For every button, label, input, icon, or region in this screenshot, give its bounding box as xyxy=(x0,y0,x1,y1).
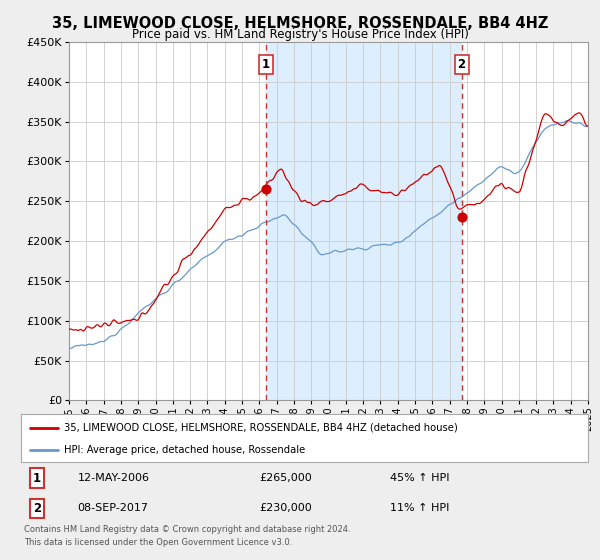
Text: 35, LIMEWOOD CLOSE, HELMSHORE, ROSSENDALE, BB4 4HZ: 35, LIMEWOOD CLOSE, HELMSHORE, ROSSENDAL… xyxy=(52,16,548,31)
Text: 1: 1 xyxy=(262,58,270,71)
Point xyxy=(457,213,466,222)
Text: 08-SEP-2017: 08-SEP-2017 xyxy=(78,503,149,514)
Text: 1: 1 xyxy=(33,472,41,485)
Text: £230,000: £230,000 xyxy=(259,503,312,514)
Bar xyxy=(266,42,461,400)
Text: Price paid vs. HM Land Registry's House Price Index (HPI): Price paid vs. HM Land Registry's House … xyxy=(131,28,469,41)
Text: Contains HM Land Registry data © Crown copyright and database right 2024.: Contains HM Land Registry data © Crown c… xyxy=(24,525,350,534)
Bar xyxy=(588,42,600,400)
Text: 35, LIMEWOOD CLOSE, HELMSHORE, ROSSENDALE, BB4 4HZ (detached house): 35, LIMEWOOD CLOSE, HELMSHORE, ROSSENDAL… xyxy=(64,423,457,433)
Text: 45% ↑ HPI: 45% ↑ HPI xyxy=(389,473,449,483)
Text: 11% ↑ HPI: 11% ↑ HPI xyxy=(389,503,449,514)
Point xyxy=(261,185,271,194)
Text: 2: 2 xyxy=(33,502,41,515)
Text: HPI: Average price, detached house, Rossendale: HPI: Average price, detached house, Ross… xyxy=(64,445,305,455)
Text: 2: 2 xyxy=(457,58,466,71)
Text: 12-MAY-2006: 12-MAY-2006 xyxy=(78,473,150,483)
Text: £265,000: £265,000 xyxy=(259,473,312,483)
Text: This data is licensed under the Open Government Licence v3.0.: This data is licensed under the Open Gov… xyxy=(24,538,292,547)
